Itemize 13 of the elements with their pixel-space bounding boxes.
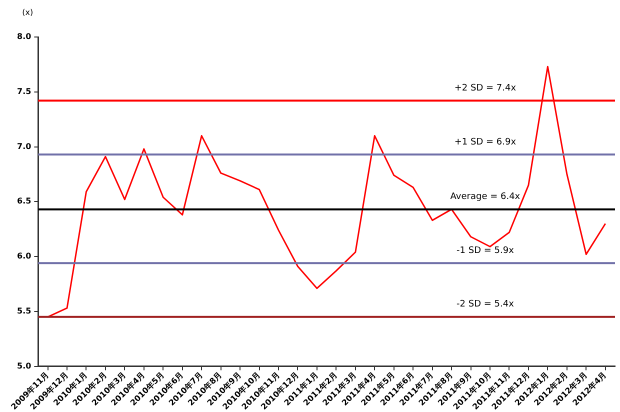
ref-line-label: -2 SD = 5.4x: [456, 300, 515, 310]
y-axis-title: (x): [22, 8, 34, 18]
y-tick-label: 6.5: [17, 196, 32, 206]
y-tick-label: 5.0: [17, 361, 32, 370]
y-tick-label: 6.0: [17, 252, 32, 261]
y-tick-label: 5.5: [17, 306, 32, 316]
y-tick-label: 8.0: [17, 32, 32, 42]
y-tick-label: 7.5: [17, 86, 32, 96]
y-tick-label: 7.0: [17, 142, 32, 151]
ref-line-label: +1 SD = 6.9x: [454, 137, 517, 148]
ref-line-label: -1 SD = 5.9x: [456, 246, 515, 256]
ref-line-label: Average = 6.4x: [450, 192, 521, 202]
ref-line-label: +2 SD = 7.4x: [454, 84, 517, 94]
